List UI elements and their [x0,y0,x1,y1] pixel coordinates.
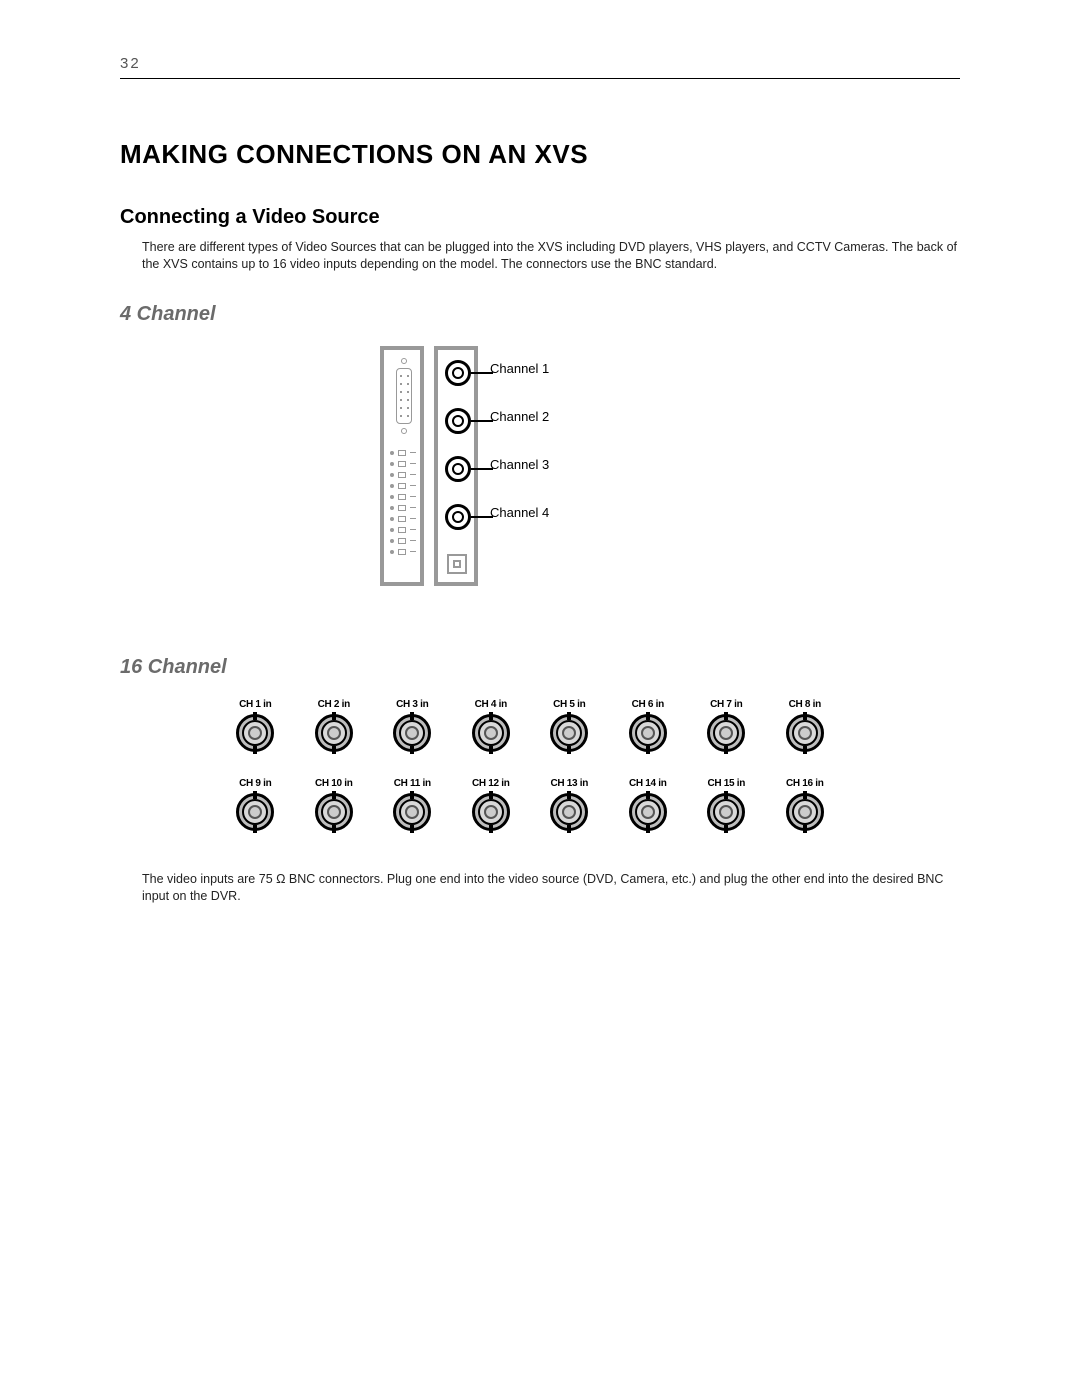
dip-row [390,492,420,503]
bnc-connector-icon [393,714,431,752]
bnc-connector-icon [445,360,471,386]
bnc-connector-icon [236,793,274,831]
bnc-input-label: CH 6 in [623,699,674,710]
terminator-icon [447,554,467,574]
bnc-input: CH 7 in [701,699,752,752]
page-title: MAKING CONNECTIONS ON AN XVS [120,139,960,170]
page-content: 32 MAKING CONNECTIONS ON AN XVS Connecti… [120,55,960,915]
bnc-input-label: CH 11 in [387,778,438,789]
channel-label: Channel 1 [490,361,549,376]
dip-row [390,547,420,558]
bnc-connector-icon [472,714,510,752]
channel-label: Channel 3 [490,457,549,472]
bnc-input: CH 11 in [387,778,438,831]
bnc-connector-icon [707,793,745,831]
bnc-input-label: CH 16 in [780,778,831,789]
bnc-connector-icon [629,714,667,752]
sixteen-channel-diagram: CH 1 in CH 2 in CH 3 in CH 4 in CH 5 in CH 6 … [230,699,830,831]
dip-row [390,503,420,514]
bnc-input-label: CH 1 in [230,699,281,710]
bnc-input: CH 9 in [230,778,281,831]
bnc-input: CH 10 in [309,778,360,831]
dip-row [390,514,420,525]
bnc-connector-icon [315,793,353,831]
bnc-input: CH 16 in [780,778,831,831]
bnc-input-label: CH 9 in [230,778,281,789]
bnc-input-label: CH 15 in [701,778,752,789]
bnc-input: CH 6 in [623,699,674,752]
channel-label: Channel 4 [490,505,549,520]
bnc-connector-icon [707,714,745,752]
intro-paragraph: There are different types of Video Sourc… [142,239,960,273]
bnc-connector-icon [550,714,588,752]
bnc-connector-icon [445,408,471,434]
channel-label: Channel 2 [490,409,549,424]
bnc-connector-icon [315,714,353,752]
bnc-input-label: CH 4 in [466,699,517,710]
dsub-connector-icon [390,358,418,434]
bnc-input: CH 8 in [780,699,831,752]
bnc-connector-icon [445,504,471,530]
four-channel-diagram: Channel 1 Channel 2 Channel 3 Channel 4 [380,346,700,596]
page-number: 32 [120,55,960,78]
bnc-input: CH 4 in [466,699,517,752]
right-bracket-panel [434,346,478,586]
bnc-input: CH 13 in [544,778,595,831]
bnc-input-label: CH 5 in [544,699,595,710]
bnc-input: CH 2 in [309,699,360,752]
bnc-input: CH 1 in [230,699,281,752]
footnote-paragraph: The video inputs are 75 Ω BNC connectors… [142,871,960,905]
bnc-input-label: CH 14 in [623,778,674,789]
bnc-input-label: CH 3 in [387,699,438,710]
dip-row [390,459,420,470]
bnc-input: CH 14 in [623,778,674,831]
bnc-input: CH 12 in [466,778,517,831]
dip-row [390,536,420,547]
dip-row [390,525,420,536]
section-heading: Connecting a Video Source [120,206,960,229]
bnc-input-label: CH 10 in [309,778,360,789]
sixteen-channel-heading: 16 Channel [120,656,960,679]
bnc-input-label: CH 7 in [701,699,752,710]
four-channel-heading: 4 Channel [120,303,960,326]
bnc-input: CH 5 in [544,699,595,752]
bnc-input-label: CH 13 in [544,778,595,789]
dip-switch-icon [390,448,420,558]
bnc-input: CH 3 in [387,699,438,752]
header-rule [120,78,960,79]
bnc-connector-icon [629,793,667,831]
bnc-input-label: CH 2 in [309,699,360,710]
left-bracket-panel [380,346,424,586]
bnc-connector-icon [786,714,824,752]
bnc-input: CH 15 in [701,778,752,831]
dip-row [390,448,420,459]
bnc-connector-icon [236,714,274,752]
bnc-connector-icon [393,793,431,831]
bnc-connector-icon [550,793,588,831]
dip-row [390,470,420,481]
bnc-input-label: CH 8 in [780,699,831,710]
bnc-connector-icon [472,793,510,831]
bnc-connector-icon [445,456,471,482]
bnc-input-label: CH 12 in [466,778,517,789]
bnc-connector-icon [786,793,824,831]
dip-row [390,481,420,492]
